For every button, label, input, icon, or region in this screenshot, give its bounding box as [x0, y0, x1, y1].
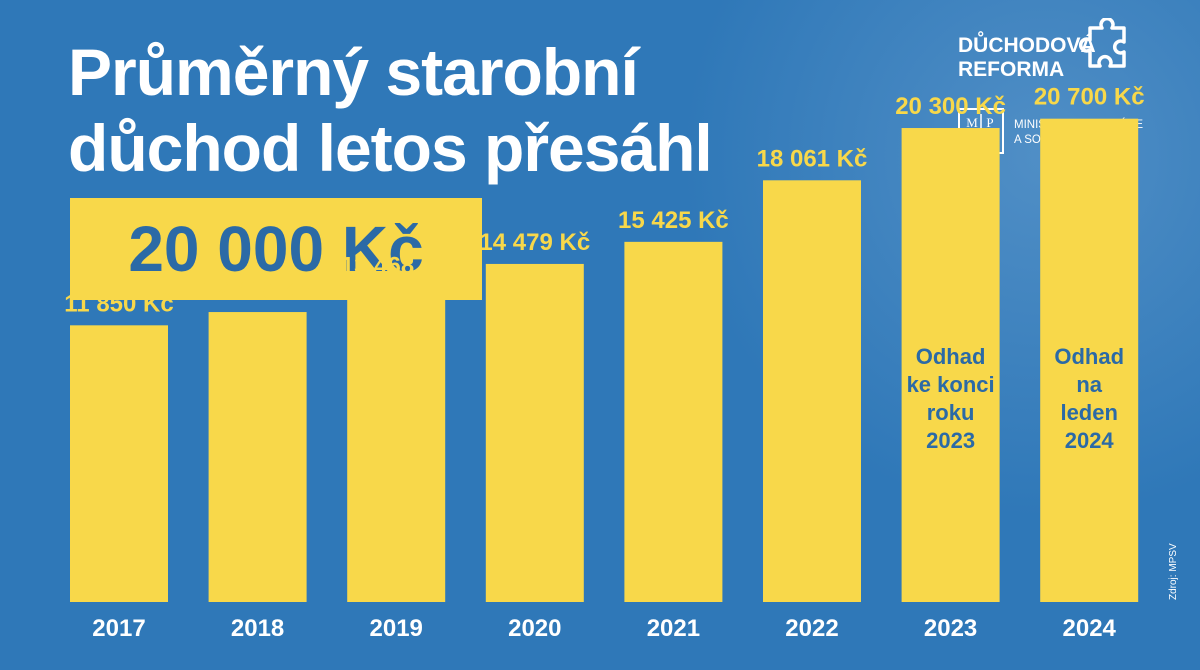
title-line-2: důchod letos přesáhl	[68, 111, 713, 185]
bar-2021	[624, 241, 723, 603]
bar-note-2023-line-1: Odhad	[916, 344, 986, 369]
value-label-2024: 20 700 Kč	[1034, 84, 1145, 111]
puzzle-icon	[1079, 18, 1126, 68]
reform-logo-line-2: REFORMA	[958, 58, 1065, 81]
value-label-2020: 14 479 Kč	[479, 229, 590, 256]
value-label-2022: 18 061 Kč	[757, 145, 868, 172]
bar-note-2023-line-3: roku	[927, 400, 975, 425]
value-label-2021: 15 425 Kč	[618, 207, 729, 234]
value-label-2018: 12 418 Kč	[202, 277, 313, 304]
svg-text:M: M	[966, 115, 978, 130]
x-tick-label-2018: 2018	[231, 615, 284, 642]
bar-note-2024-line-4: 2024	[1065, 428, 1115, 453]
svg-text:P: P	[986, 115, 993, 130]
x-tick-label-2024: 2024	[1063, 615, 1117, 642]
bar-2023	[901, 128, 1000, 602]
value-label-2019: 13 468 Kč	[341, 253, 452, 280]
bar-2018	[208, 312, 307, 602]
reform-logo: DŮCHODOVÁ REFORMA	[958, 34, 1096, 82]
x-tick-label-2022: 2022	[785, 615, 838, 642]
reform-logo-line-1: DŮCHODOVÁ	[958, 34, 1096, 57]
bar-2022	[763, 180, 861, 603]
x-tick-label-2017: 2017	[92, 615, 145, 642]
x-tick-label-2019: 2019	[370, 615, 423, 642]
value-label-2017: 11 850 Kč	[64, 290, 173, 317]
bar-note-2023-line-4: 2023	[926, 428, 975, 453]
bar-note-2024-line-1: Odhad	[1054, 344, 1124, 369]
bar-2017	[70, 325, 168, 602]
bar-2024	[1040, 118, 1139, 602]
bar-2020	[485, 263, 584, 602]
x-tick-label-2021: 2021	[647, 615, 700, 642]
page-title: Průměrný starobní důchod letos přesáhl	[68, 34, 713, 186]
highlight-amount: 20 000 Kč	[70, 198, 482, 300]
x-tick-label-2023: 2023	[924, 615, 977, 642]
x-tick-label-2020: 2020	[508, 615, 561, 642]
value-label-2023: 20 300 Kč	[895, 93, 1006, 120]
bar-note-2024-line-3: leden	[1060, 400, 1117, 425]
title-line-1: Průměrný starobní	[68, 35, 639, 109]
bar-note-2024-line-2: na	[1076, 372, 1102, 397]
bar-note-2023-line-2: ke konci	[907, 372, 995, 397]
bar-2019	[347, 287, 446, 602]
